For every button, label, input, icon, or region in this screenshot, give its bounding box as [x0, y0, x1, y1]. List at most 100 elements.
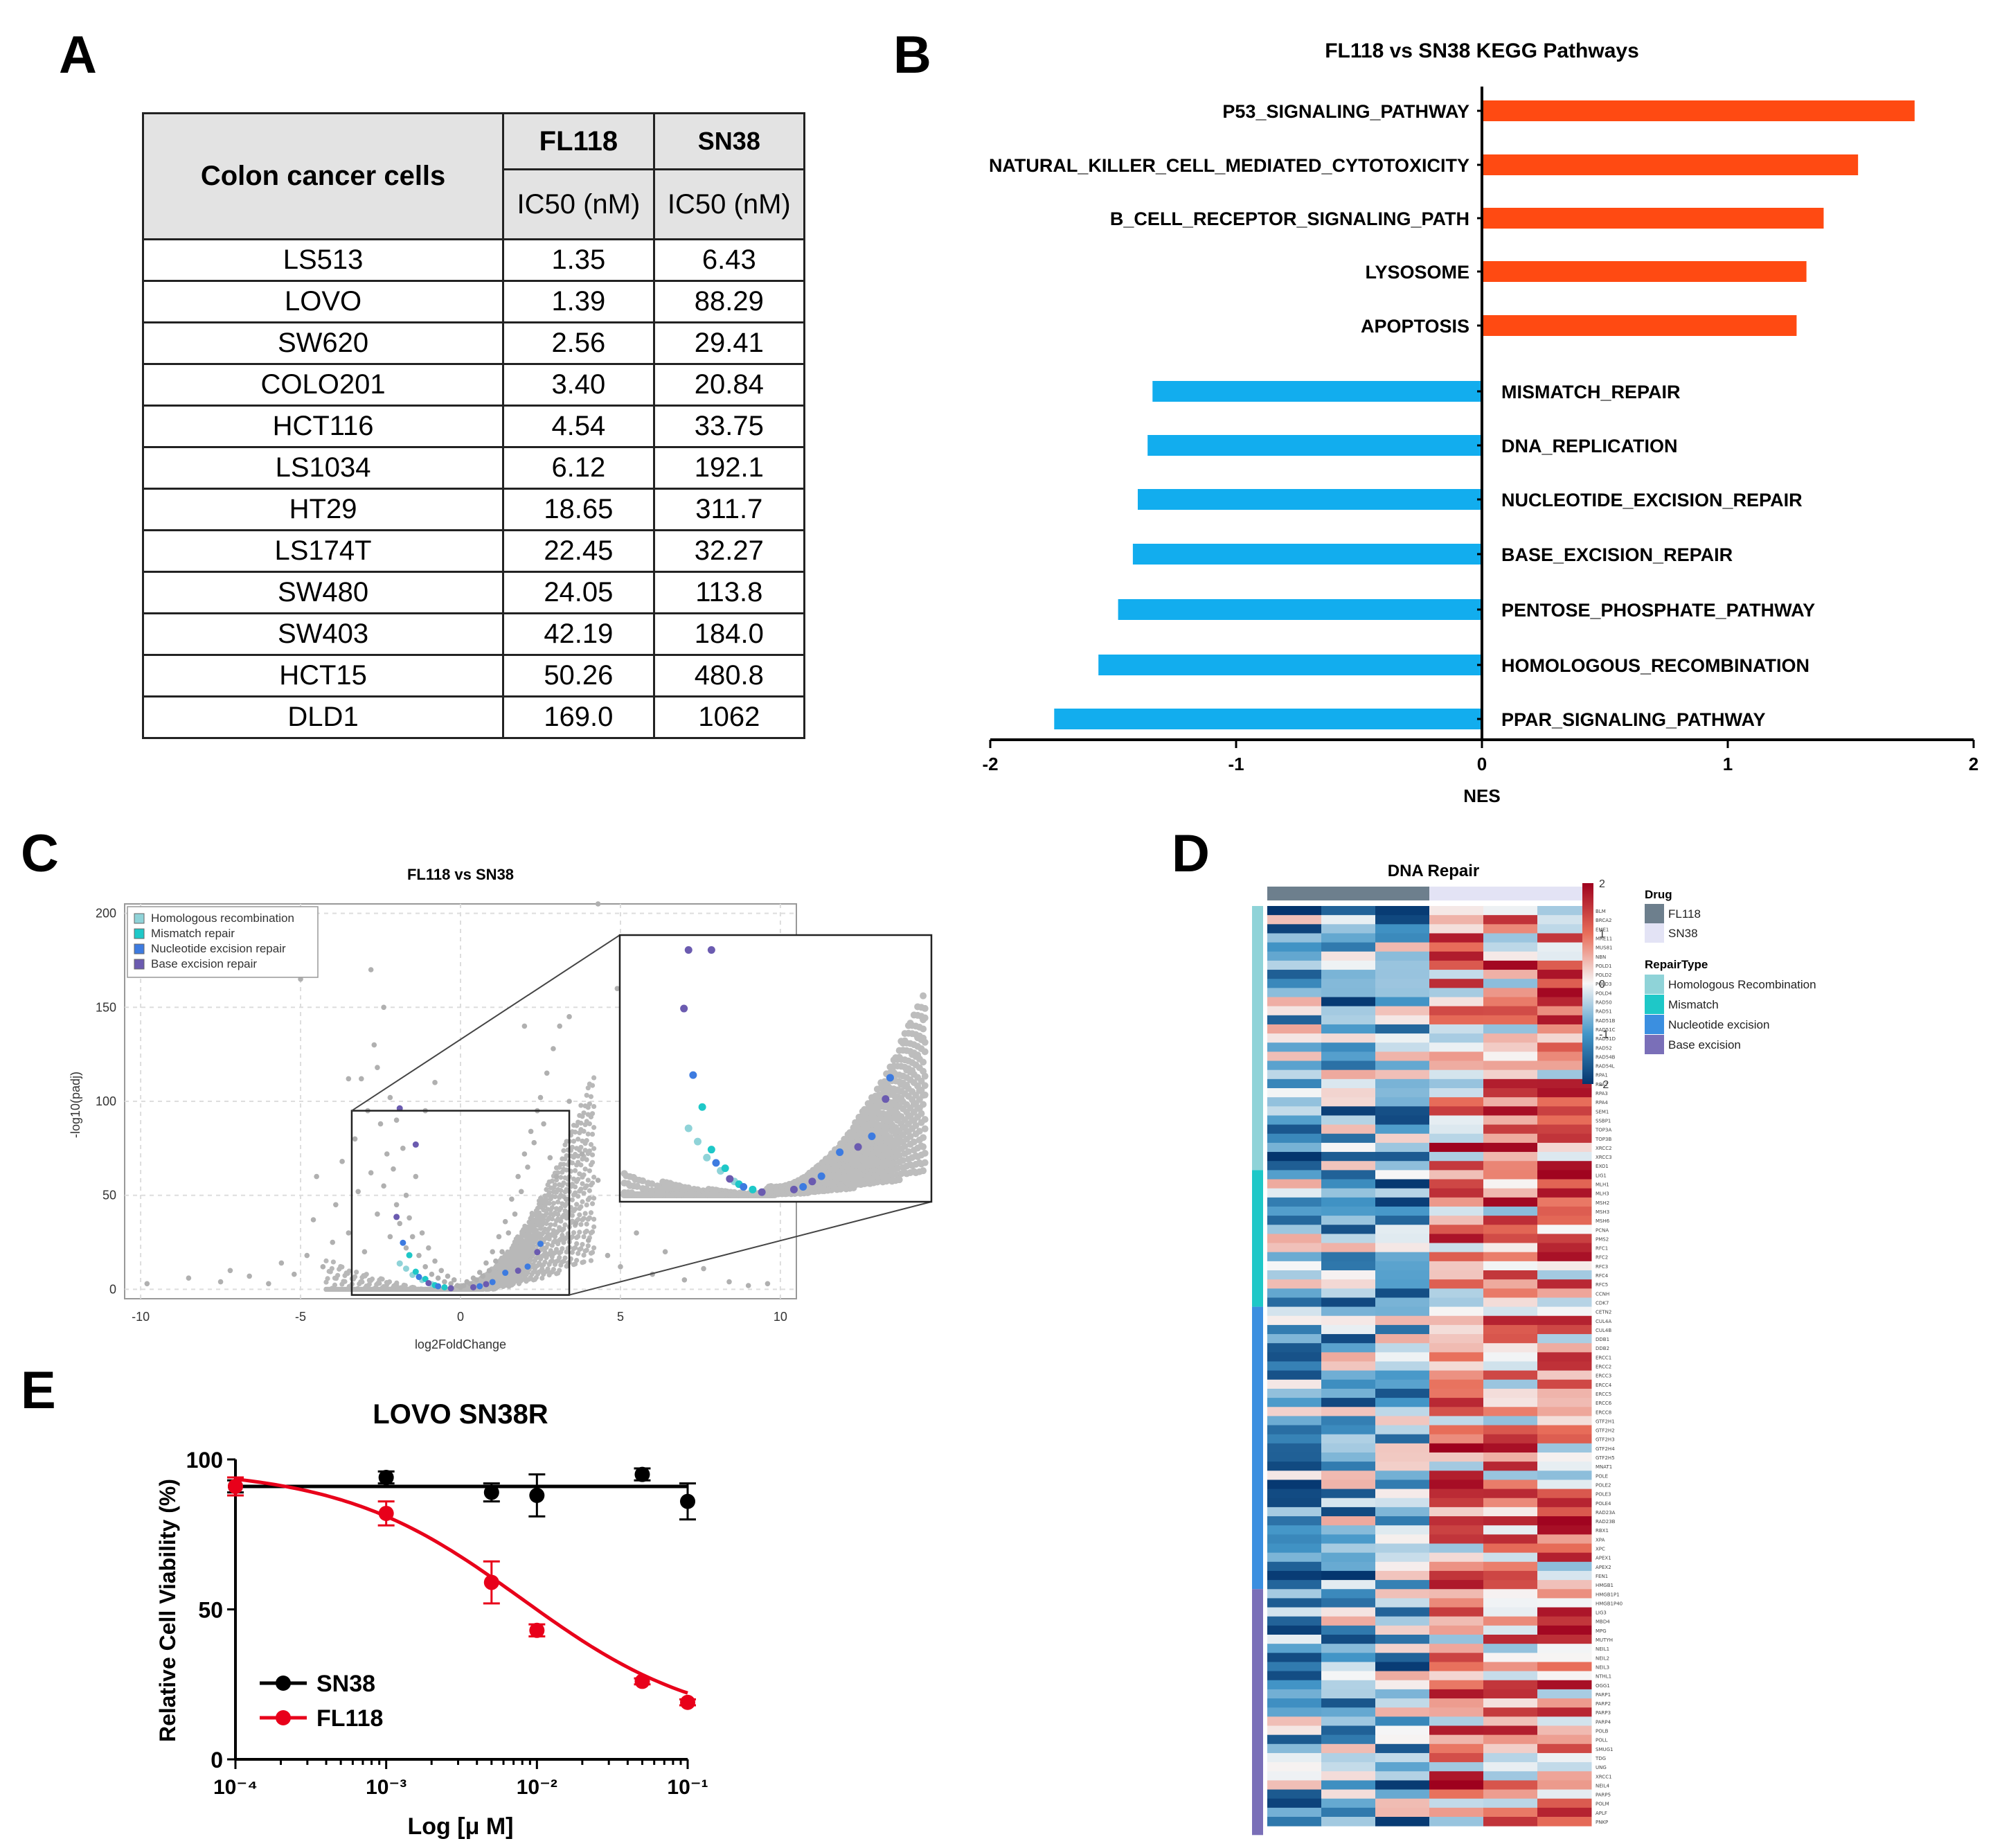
heatmap-cell — [1375, 1033, 1430, 1043]
scatter-point — [591, 1245, 597, 1251]
table-cell-sn38: 33.75 — [652, 405, 806, 448]
heatmap-cell — [1429, 1552, 1484, 1563]
table-cell-cell: LOVO — [141, 280, 505, 323]
heatmap-cell — [1429, 1279, 1484, 1289]
heatmap-cell — [1267, 1161, 1322, 1171]
y-axis-label: Relative Cell Viability (%) — [155, 1479, 180, 1742]
heatmap-cell — [1483, 1817, 1538, 1827]
scatter-point — [359, 1279, 365, 1285]
gene-label: RAD23A — [1596, 1510, 1616, 1516]
scatter-point — [403, 1192, 409, 1198]
heatmap-cell — [1429, 1635, 1484, 1644]
scatter-point — [546, 1190, 552, 1196]
gene-label: RPA2 — [1596, 1082, 1608, 1087]
heatmap-cell — [1429, 1234, 1484, 1244]
gene-label: ERCC4 — [1596, 1383, 1612, 1388]
heatmap-cell — [1429, 1069, 1484, 1080]
gene-label: FEN1 — [1596, 1574, 1608, 1579]
heatmap-cell — [1483, 1716, 1538, 1726]
heatmap-cell — [1267, 1033, 1322, 1043]
heatmap-cell — [1375, 1078, 1430, 1089]
heatmap-cell — [1321, 1216, 1376, 1225]
scatter-point — [346, 1230, 352, 1236]
heatmap-cell — [1429, 1662, 1484, 1672]
x-tick-label: -10 — [132, 1310, 150, 1324]
heatmap-cell — [1537, 1252, 1592, 1262]
scatter-point — [765, 1281, 771, 1287]
heatmap-cell — [1375, 1352, 1430, 1362]
heatmap-cell — [1267, 915, 1322, 925]
heatmap-cell — [1375, 1635, 1430, 1644]
heatmap-cell — [1267, 1133, 1322, 1144]
gene-label: RAD51D — [1596, 1036, 1616, 1042]
heatmap-cell — [1537, 1498, 1592, 1508]
legend-label: Base excision repair — [151, 957, 257, 970]
gene-label: RAD51 — [1596, 1009, 1612, 1015]
x-axis-label: Log [μ M] — [408, 1813, 514, 1840]
scatter-point — [560, 1232, 565, 1238]
heatmap-cell — [1321, 933, 1376, 943]
repair-legend-label: Mismatch — [1668, 998, 1719, 1011]
scatter-point — [921, 1004, 929, 1012]
heatmap-cell — [1537, 1443, 1592, 1453]
x-tick-label: 0 — [457, 1310, 464, 1324]
heatmap-cell — [1375, 1334, 1430, 1344]
heatmap-cell — [1429, 1725, 1484, 1736]
highlight-point — [707, 946, 715, 954]
table-row: HCT15 50.26 480.8 — [141, 654, 806, 698]
scatter-point — [379, 1277, 385, 1282]
heatmap-cell — [1267, 1644, 1322, 1653]
heatmap-cell — [1429, 1315, 1484, 1326]
heatmap-cell — [1375, 1324, 1430, 1335]
heatmap-cell — [1537, 1206, 1592, 1216]
heatmap-cell — [1537, 1771, 1592, 1781]
table-row: LS513 1.35 6.43 — [141, 238, 806, 282]
table-cell-sn38: 88.29 — [652, 280, 806, 323]
gene-label: CETN2 — [1596, 1310, 1611, 1315]
scatter-point — [325, 1276, 330, 1281]
heatmap-cell — [1375, 1644, 1430, 1653]
heatmap-cell — [1483, 1616, 1538, 1626]
scatter-point — [544, 1211, 549, 1216]
bar — [1132, 544, 1482, 565]
scatter-point — [904, 1148, 912, 1155]
scatter-point — [227, 1268, 233, 1274]
scatter-point — [528, 1257, 533, 1263]
heatmap-cell — [1429, 979, 1484, 988]
heatmap-cell — [1375, 1379, 1430, 1389]
repair-legend-swatch — [1645, 1015, 1664, 1034]
gene-label: POLM — [1596, 1802, 1609, 1807]
table-cell-fl118: 24.05 — [502, 571, 655, 614]
scatter-point — [569, 1213, 575, 1218]
scatter-point — [589, 1250, 596, 1255]
scatter-point — [572, 1207, 578, 1212]
heatmap-cell — [1267, 1388, 1322, 1398]
heatmap-cell — [1375, 1471, 1430, 1480]
scatter-point — [888, 1171, 896, 1179]
heatmap-cell — [1483, 1097, 1538, 1107]
heatmap-cell — [1375, 1707, 1430, 1717]
scatter-point — [266, 1281, 271, 1287]
heatmap-cell — [1375, 1361, 1430, 1371]
heatmap-cell — [1483, 1243, 1538, 1253]
highlight-point — [868, 1132, 876, 1140]
gene-label: PARP5 — [1596, 1793, 1611, 1798]
highlight-point — [836, 1148, 844, 1157]
scatter-point — [563, 1196, 569, 1202]
heatmap-cell — [1375, 979, 1430, 988]
heatmap-cell — [1375, 960, 1430, 970]
heatmap-cell — [1267, 1179, 1322, 1189]
category-label: MISMATCH_REPAIR — [1501, 382, 1681, 402]
heatmap-cell — [1429, 942, 1484, 952]
heatmap-cell — [1375, 1743, 1430, 1754]
scatter-point — [364, 1272, 369, 1277]
table-cell-fl118: 6.12 — [502, 446, 655, 490]
gene-label: MSH3 — [1596, 1209, 1609, 1215]
heatmap-cell — [1321, 1725, 1376, 1736]
highlight-point — [684, 946, 692, 954]
scatter-point — [895, 1176, 903, 1184]
scatter-point — [369, 1276, 375, 1282]
scatter-point — [332, 1282, 338, 1288]
heatmap-cell — [1483, 1743, 1538, 1754]
scatter-point — [544, 1197, 549, 1202]
